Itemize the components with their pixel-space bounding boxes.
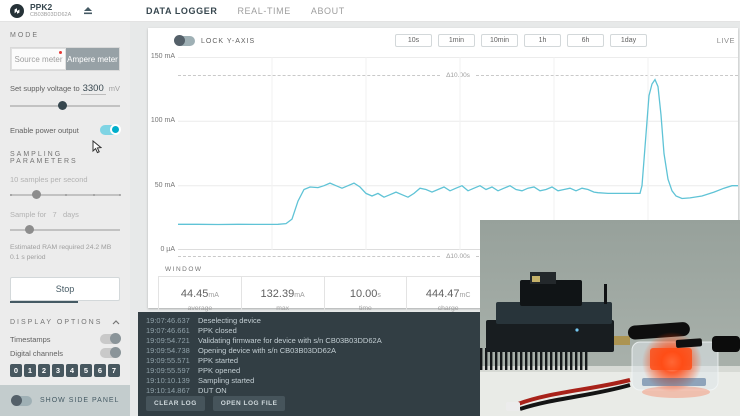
sample-rate-slider[interactable] — [10, 190, 121, 200]
show-side-panel-toggle[interactable] — [11, 394, 32, 406]
channel-chip-5[interactable]: 5 — [80, 364, 92, 378]
power-output-label: Enable power output — [10, 125, 79, 135]
window-delta-annotation-top: Δ10.00s — [178, 72, 739, 79]
log-entry: 19:07:46.637 Deselecting device — [146, 316, 261, 325]
lock-y-axis-label: LOCK Y-AXIS — [201, 37, 256, 45]
live-indicator[interactable]: LIVE — [716, 36, 735, 45]
display-options-heading: DISPLAY OPTIONS — [10, 319, 103, 327]
stat-time: 10.00s time — [325, 277, 408, 319]
ampere-meter-label: Ampere meter — [67, 54, 118, 64]
sample-duration-value[interactable]: 7 — [52, 210, 57, 219]
range-6h-button[interactable]: 6h — [567, 34, 604, 47]
collapse-chevron-icon[interactable] — [112, 320, 120, 325]
channel-chip-3[interactable]: 3 — [52, 364, 64, 378]
voltage-value-input[interactable]: 3300 — [80, 83, 106, 95]
channel-chip-1[interactable]: 1 — [24, 364, 36, 378]
range-10s-button[interactable]: 10s — [395, 34, 432, 47]
device-serial: CB03B03DD62A — [30, 11, 72, 18]
hardware-photo — [480, 220, 740, 416]
log-entry: 19:09:55.571 PPK started — [146, 356, 239, 365]
tab-data-logger[interactable]: DATA LOGGER — [146, 5, 218, 16]
sample-duration-slider[interactable] — [10, 225, 120, 235]
stop-button[interactable]: Stop — [10, 277, 120, 302]
range-10min-button[interactable]: 10min — [481, 34, 518, 47]
range-1h-button[interactable]: 1h — [524, 34, 561, 47]
voltage-unit: mV — [108, 84, 120, 93]
channel-chip-6[interactable]: 6 — [94, 364, 106, 378]
side-panel: MODE Source meter Ampere meter Set suppl… — [0, 22, 130, 416]
main-nav: DATA LOGGER REAL-TIME ABOUT — [146, 6, 345, 16]
digital-channels-label: Digital channels — [10, 348, 63, 358]
top-bar: PPK2 CB03B03DD62A DATA LOGGER REAL-TIME … — [0, 0, 740, 22]
log-entry: 19:09:55.597 PPK opened — [146, 366, 241, 375]
channel-chip-2[interactable]: 2 — [38, 364, 50, 378]
side-panel-footer: SHOW SIDE PANEL — [0, 385, 130, 416]
log-entry: 19:07:46.661 PPK closed — [146, 326, 237, 335]
stat-charge: 444.47mC charge — [425, 288, 471, 312]
range-1min-button[interactable]: 1min — [438, 34, 475, 47]
digital-channel-chips: 0 1 2 3 4 5 6 7 — [10, 364, 120, 378]
log-entry: 19:10:14.867 DUT ON — [146, 386, 227, 395]
voltage-label: Set supply voltage to — [10, 84, 80, 93]
log-entry: 19:09:54.738 Opening device with s/n CB03… — [146, 346, 336, 355]
log-entry: 19:10:10.139 Sampling started — [146, 376, 255, 385]
ram-estimate: Estimated RAM required 24.2 MB 0.1 s per… — [10, 244, 112, 262]
source-meter-label: Source meter — [14, 54, 63, 64]
clear-log-button[interactable]: CLEAR LOG — [146, 396, 205, 411]
time-range-buttons: 10s 1min 10min 1h 6h 1day — [395, 34, 647, 47]
source-meter-alert-dot — [59, 51, 62, 54]
app-title: PPK2 — [30, 2, 53, 12]
show-side-panel-label: SHOW SIDE PANEL — [40, 397, 120, 404]
sample-rate-label: 10 samples per second — [10, 175, 88, 184]
power-output-toggle[interactable] — [100, 124, 121, 135]
current-trace-line — [178, 80, 738, 225]
eject-device-icon[interactable] — [83, 6, 93, 15]
stat-average: 44.45mA average — [159, 277, 242, 319]
timestamps-label: Timestamps — [10, 334, 51, 344]
window-stats-heading: WINDOW — [165, 266, 203, 273]
nordic-logo-icon — [10, 3, 24, 18]
lock-y-axis-toggle[interactable] — [174, 35, 195, 46]
mouse-cursor — [92, 139, 103, 159]
y-tick-150ma: 150 mA — [150, 53, 175, 60]
stat-max: 132.39mA max — [242, 277, 325, 319]
sampling-progress-bar — [10, 301, 79, 304]
ampere-meter-button[interactable]: Ampere meter — [66, 48, 119, 70]
channel-chip-4[interactable]: 4 — [66, 364, 78, 378]
channel-chip-7[interactable]: 7 — [108, 364, 120, 378]
y-tick-0ua: 0 µA — [160, 246, 175, 253]
source-meter-button[interactable]: Source meter — [11, 48, 66, 70]
tab-real-time[interactable]: REAL-TIME — [237, 5, 291, 16]
tab-about[interactable]: ABOUT — [310, 5, 345, 16]
digital-channels-toggle[interactable] — [100, 347, 121, 359]
y-tick-100ma: 100 mA — [150, 117, 175, 124]
log-entry: 19:09:54.721 Validating firmware for devi… — [146, 336, 382, 345]
mode-heading: MODE — [10, 32, 39, 39]
sample-duration-label: Sample for 7 days — [10, 210, 79, 219]
channel-chip-0[interactable]: 0 — [10, 364, 22, 378]
voltage-slider[interactable] — [10, 101, 120, 111]
range-1day-button[interactable]: 1day — [610, 34, 647, 47]
open-log-file-button[interactable]: OPEN LOG FILE — [212, 396, 286, 411]
device-brand: PPK2 CB03B03DD62A — [0, 3, 130, 18]
mode-segmented-control: Source meter Ampere meter — [10, 47, 120, 71]
sampling-heading: SAMPLING PARAMETERS — [10, 151, 78, 165]
timestamps-toggle[interactable] — [100, 333, 121, 345]
y-tick-50ma: 50 mA — [154, 182, 175, 189]
